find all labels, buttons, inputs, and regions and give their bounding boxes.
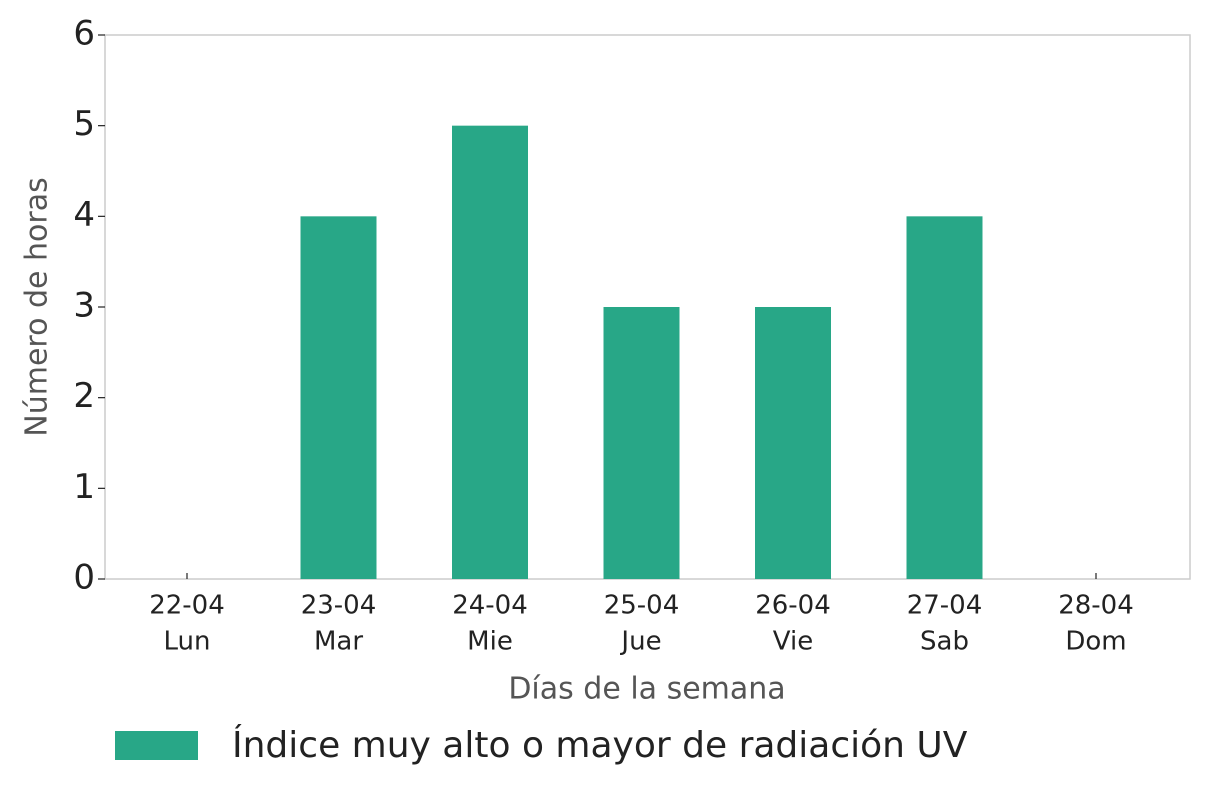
y-tick-label: 4 xyxy=(73,195,95,235)
x-tick-label: Dom xyxy=(1065,627,1126,657)
x-tick-label: Sab xyxy=(920,627,969,657)
y-tick-label: 6 xyxy=(73,14,95,54)
bar xyxy=(300,216,377,580)
y-tick-label: 5 xyxy=(73,104,95,144)
y-axis-label: Número de horas xyxy=(20,177,55,436)
bar xyxy=(755,307,831,579)
y-tick-label: 1 xyxy=(73,467,95,507)
x-axis-label: Días de la semana xyxy=(508,672,785,707)
x-tick-label: 23-04 xyxy=(301,591,377,621)
x-tick-label: Lun xyxy=(164,627,211,657)
bar xyxy=(603,307,680,579)
x-tick-label: 28-04 xyxy=(1058,591,1134,621)
y-tick-label: 3 xyxy=(73,286,95,326)
x-tick-label: Mie xyxy=(467,627,513,657)
x-tick-label: Mar xyxy=(314,627,363,657)
x-tick-label: 22-04 xyxy=(149,591,225,621)
x-tick-label: Vie xyxy=(773,627,813,657)
bar xyxy=(452,125,528,580)
x-tick-label: 26-04 xyxy=(755,591,831,621)
y-tick-label: 2 xyxy=(73,376,95,416)
x-tick-label: 25-04 xyxy=(604,591,680,621)
legend-swatch xyxy=(115,731,198,760)
legend-label: Índice muy alto o mayor de radiación UV xyxy=(232,724,968,766)
y-tick-label: 0 xyxy=(73,558,95,598)
x-tick-label: 24-04 xyxy=(452,591,528,621)
x-tick-label: Jue xyxy=(619,627,661,657)
x-tick-label: 27-04 xyxy=(907,591,983,621)
bar xyxy=(906,216,983,580)
